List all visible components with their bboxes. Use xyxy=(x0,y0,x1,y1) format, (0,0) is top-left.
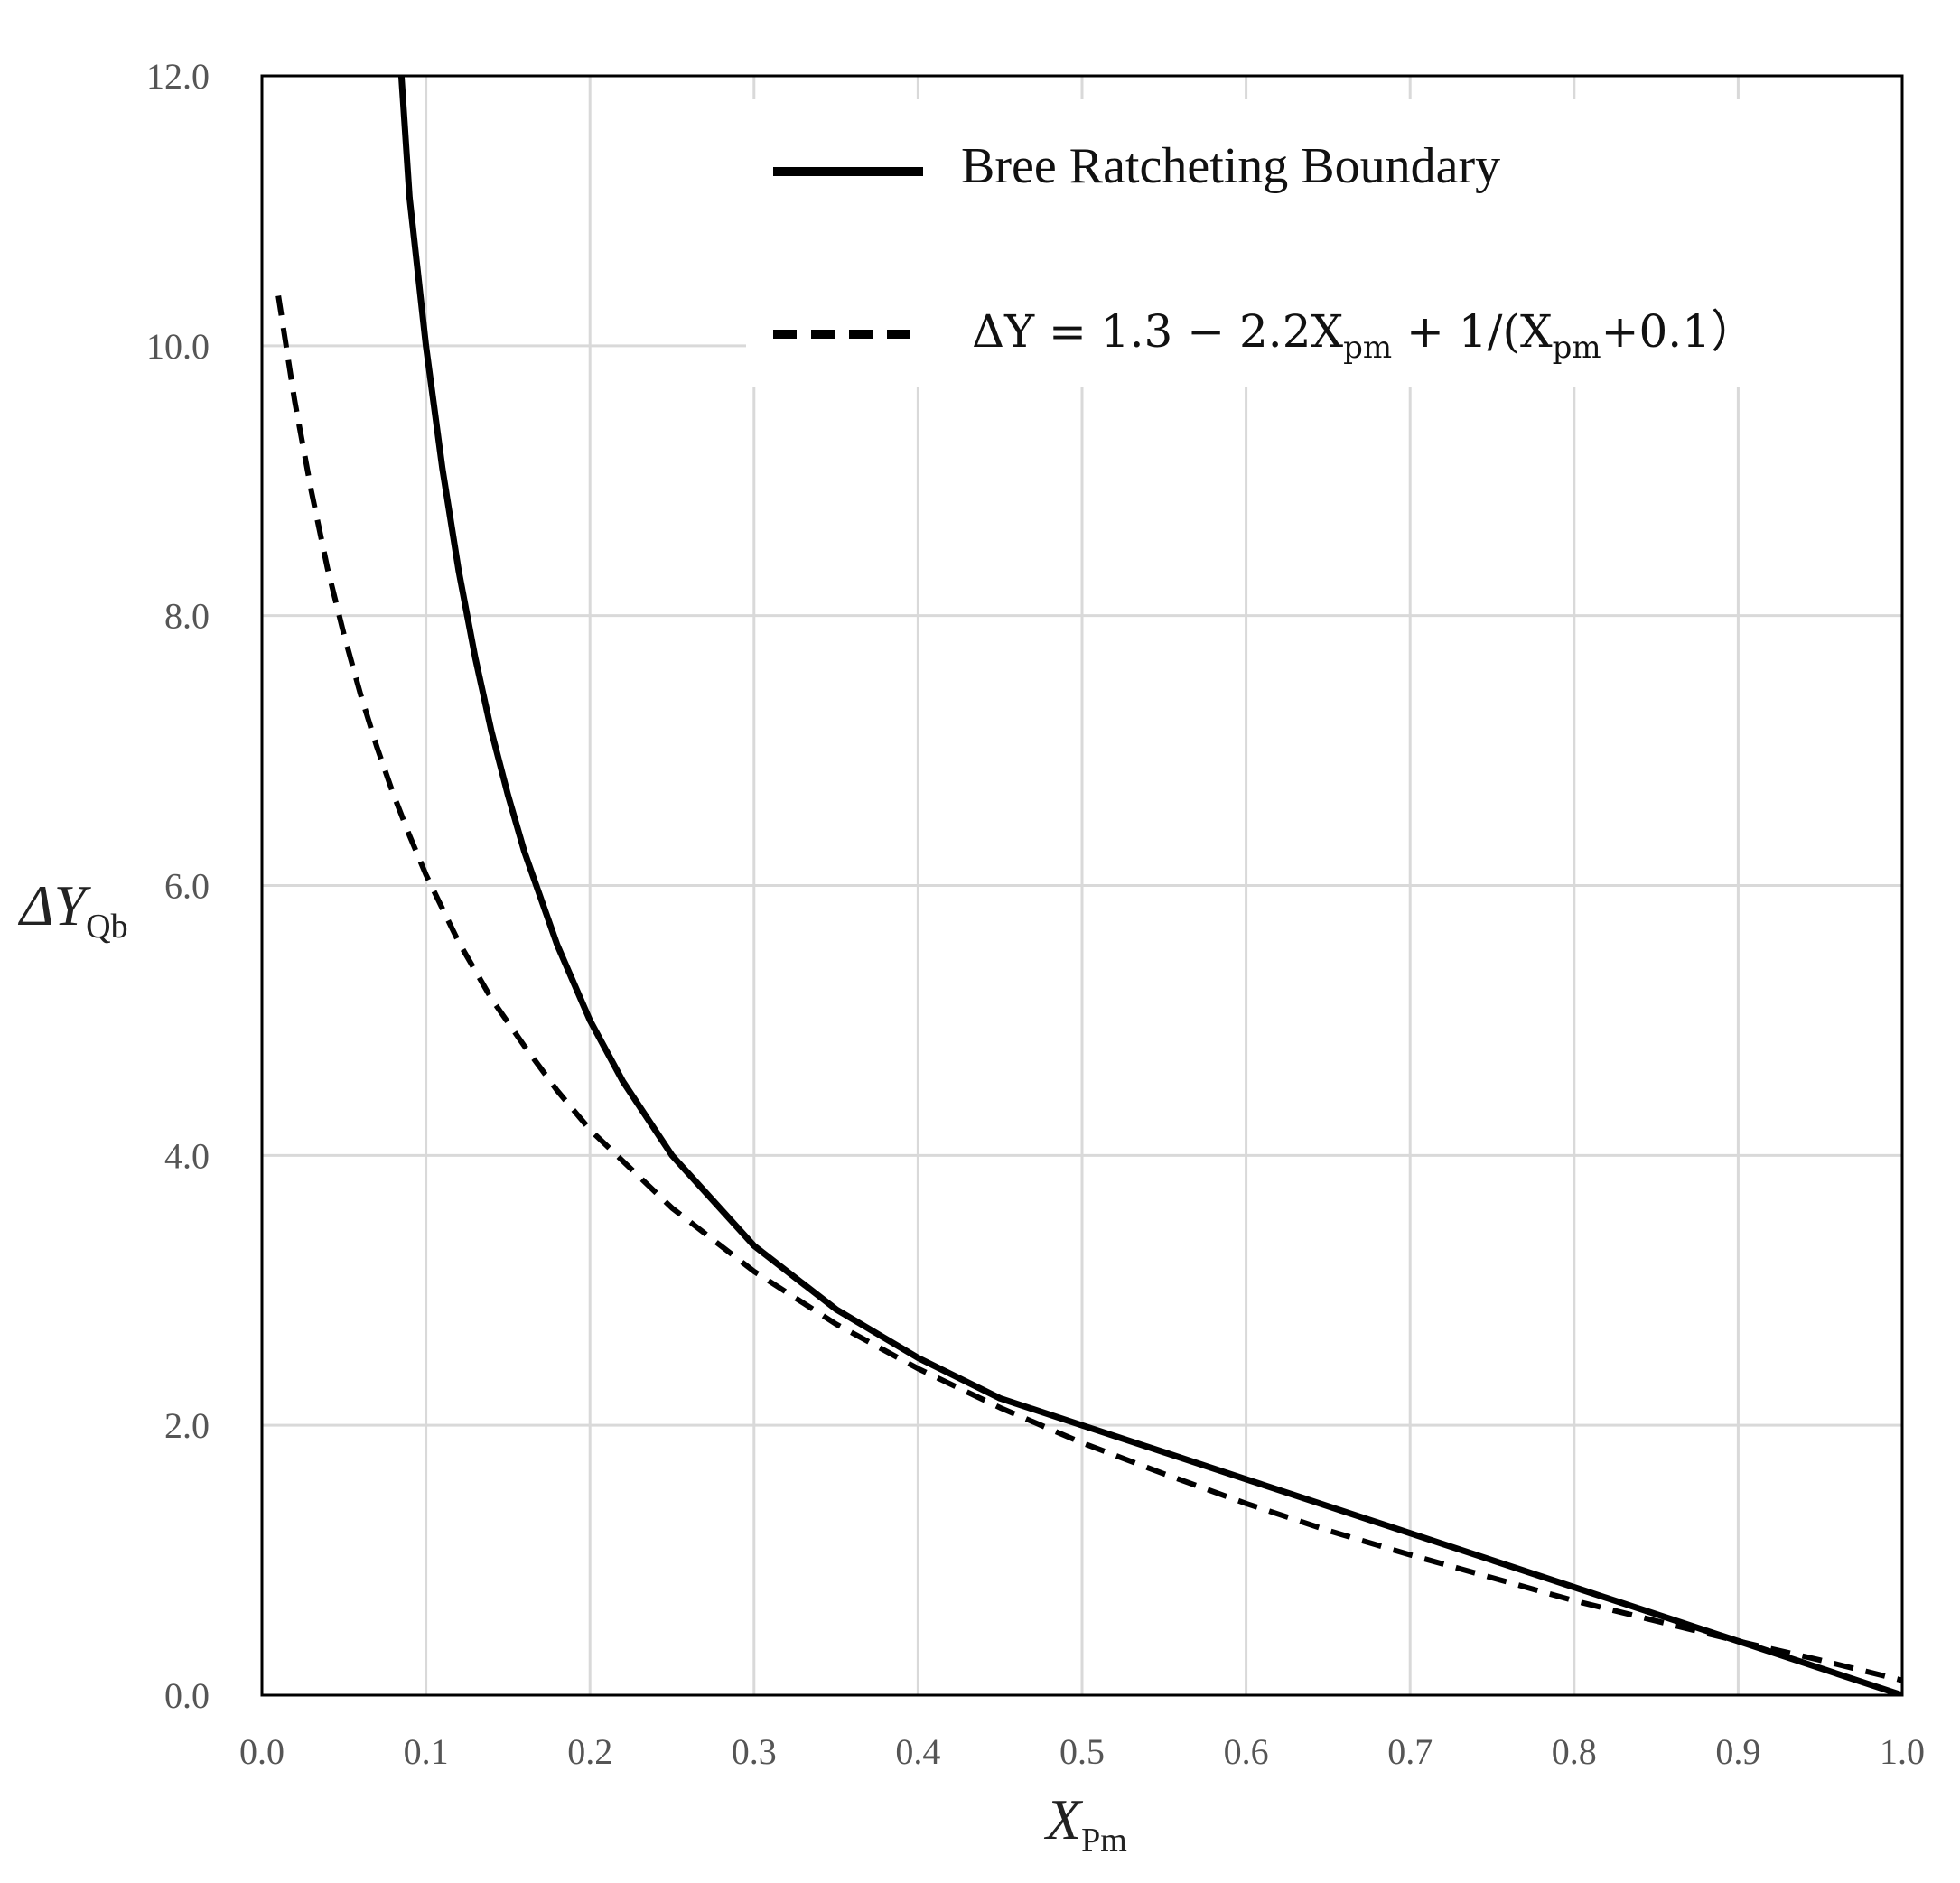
y-tick-label: 6.0 xyxy=(164,866,210,907)
y-tick-label: 2.0 xyxy=(164,1405,210,1446)
legend-fit-sub2: pm xyxy=(1553,330,1601,366)
series-line-bree xyxy=(397,76,1902,1695)
x-tick-label: 0.9 xyxy=(1715,1731,1760,1772)
x-tick-label: 0.2 xyxy=(567,1731,612,1772)
series-layer xyxy=(275,76,1902,1695)
legend-label-bree: Bree Ratcheting Boundary xyxy=(961,138,1500,194)
x-tick-label: 0.4 xyxy=(895,1731,940,1772)
x-tick-label: 0.1 xyxy=(404,1731,449,1772)
legend: Bree Ratcheting Boundary ΔY = 1.3 − 2.2X… xyxy=(773,138,1756,366)
x-axis-title: XPm xyxy=(1043,1787,1127,1860)
plot-frame xyxy=(260,74,1904,1697)
x-tick-labels: 0.0 0.1 0.2 0.3 0.4 0.5 0.6 0.7 0.8 0.9 1.0 xyxy=(239,1731,1925,1772)
y-tick-label: 12.0 xyxy=(146,56,210,97)
y-tick-label: 10.0 xyxy=(146,326,210,367)
legend-label-fit: ΔY = 1.3 − 2.2Xpm + 1/(Xpm+0.1） xyxy=(972,305,1756,366)
y-axis-title-sub: Qb xyxy=(86,908,127,946)
x-tick-label: 0.3 xyxy=(732,1731,777,1772)
x-tick-label: 0.0 xyxy=(239,1731,285,1772)
x-tick-label: 0.5 xyxy=(1059,1731,1105,1772)
y-axis-title-main: ΔY xyxy=(17,873,92,937)
legend-fit-part2: + 1/(X xyxy=(1392,305,1553,358)
legend-fit-part1: ΔY = 1.3 − 2.2X xyxy=(972,305,1344,358)
x-axis-title-sub: Pm xyxy=(1081,1822,1127,1860)
x-axis-title-main: X xyxy=(1043,1787,1084,1851)
legend-fit-sub1: pm xyxy=(1343,330,1392,366)
y-tick-label: 0.0 xyxy=(164,1675,210,1716)
y-tick-label: 8.0 xyxy=(164,596,210,637)
x-tick-label: 0.8 xyxy=(1552,1731,1597,1772)
x-tick-label: 0.7 xyxy=(1387,1731,1433,1772)
x-tick-label: 0.6 xyxy=(1224,1731,1269,1772)
legend-fit-part3: +0.1） xyxy=(1601,305,1756,358)
legend-background xyxy=(746,99,1902,387)
x-tick-label: 1.0 xyxy=(1880,1731,1925,1772)
series-line-fit xyxy=(275,295,1902,1683)
y-tick-label: 4.0 xyxy=(164,1135,210,1176)
y-tick-labels: 0.0 2.0 4.0 6.0 8.0 10.0 12.0 xyxy=(146,56,210,1716)
y-axis-title: ΔYQb xyxy=(17,873,128,946)
